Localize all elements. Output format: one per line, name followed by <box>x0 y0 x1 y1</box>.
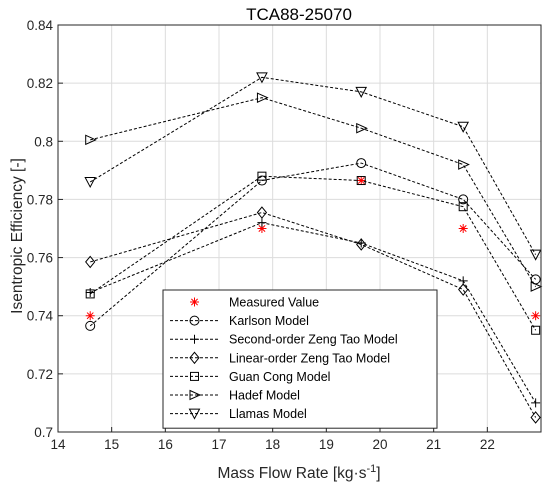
legend-marker <box>190 297 199 307</box>
legend-marker <box>189 389 202 401</box>
y-axis-label: Isentropic Efficiency [-] <box>9 158 26 314</box>
linear-order-zeng-tao-model-point <box>256 206 268 219</box>
x-tick-label: 19 <box>319 437 334 452</box>
second-order-zeng-tao-model-point <box>85 287 95 297</box>
y-tick-label: 0.8 <box>34 134 53 149</box>
series-markers <box>84 72 543 424</box>
karlson-model-line <box>89 162 537 327</box>
llamas-model-point <box>457 121 470 133</box>
guan-cong-model-point <box>257 171 267 181</box>
legend-marker <box>189 351 200 365</box>
y-tick-label: 0.76 <box>27 251 53 266</box>
x-tick-label: 22 <box>480 437 495 452</box>
hadef-model-point <box>530 281 543 292</box>
legend: Measured Value Karlson Model Second-order … <box>162 289 438 429</box>
plot-frame <box>57 24 542 433</box>
x-tick-label: 15 <box>104 437 119 452</box>
y-axis-ticks: 0.7 0.72 0.74 0.76 0.78 0.8 0.82 0.84 <box>27 18 63 440</box>
legend-box <box>162 289 438 429</box>
y-tick-label: 0.74 <box>27 309 54 324</box>
guan-cong-model-point <box>85 289 95 299</box>
karlson-model-point <box>458 194 469 205</box>
llamas-model-line <box>89 76 537 255</box>
karlson-model-point <box>356 158 367 169</box>
x-axis-label: Mass Flow Rate [kg·s-1] <box>217 463 380 482</box>
guan-cong-model-point <box>356 176 366 186</box>
karlson-model-point <box>85 320 96 331</box>
x-tick-label: 20 <box>372 437 387 452</box>
linear-order-zeng-tao-model-point <box>530 411 541 424</box>
linear-order-zeng-tao-model-point <box>458 283 469 296</box>
y-tick-label: 0.82 <box>27 76 53 91</box>
y-tick-label: 0.78 <box>27 192 53 207</box>
legend-entry-label: Hadef Model <box>229 389 300 403</box>
hadef-model-point <box>458 159 470 170</box>
y-tick-label: 0.7 <box>34 425 53 440</box>
guan-cong-model-point <box>531 325 541 335</box>
legend-entry-label: Guan Cong Model <box>229 370 330 384</box>
measured-value-point <box>531 311 541 321</box>
legend-marker <box>190 334 199 344</box>
hadef-model-point <box>256 92 269 103</box>
x-tick-label: 18 <box>265 437 280 452</box>
x-tick-label: 16 <box>158 437 173 452</box>
legend-entry-label: Karlson Model <box>229 314 309 328</box>
hadef-model-line <box>90 97 537 287</box>
second-order-zeng-tao-model-point <box>531 398 541 408</box>
legend-entry-label: Measured Value <box>229 296 319 310</box>
x-tick-label: 21 <box>426 437 441 452</box>
hadef-model-point <box>356 122 368 134</box>
measured-value-point <box>356 176 366 186</box>
y-tick-label: 0.84 <box>27 18 54 33</box>
legend-marker <box>190 371 199 381</box>
llamas-model-point <box>84 176 97 189</box>
guan-cong-model-point <box>458 202 468 212</box>
linear-order-zeng-tao-model-point <box>356 238 367 251</box>
measured-value-point <box>85 311 95 321</box>
hadef-model-point <box>85 134 97 146</box>
legend-marker <box>188 408 201 420</box>
llamas-model-point <box>355 86 368 98</box>
legend-marker <box>189 315 200 326</box>
measured-value-point <box>458 224 468 233</box>
y-tick-label: 0.72 <box>27 367 53 382</box>
x-tick-label: 17 <box>211 437 226 452</box>
x-tick-label: 14 <box>50 437 66 452</box>
legend-entry-label: Llamas Model <box>229 407 307 421</box>
second-order-zeng-tao-model-point <box>257 218 267 228</box>
x-axis-ticks: 14 15 16 17 18 19 20 21 22 <box>50 427 495 452</box>
linear-order-zeng-tao-model-point <box>85 255 96 269</box>
measured-value-point <box>257 224 267 233</box>
legend-entry-label: Second-order Zeng Tao Model <box>229 333 398 347</box>
llamas-model-point <box>529 249 542 261</box>
llamas-model-point <box>256 72 268 84</box>
legend-entry-label: Linear-order Zeng Tao Model <box>229 351 390 365</box>
chart-title: TCA88-25070 <box>246 5 352 24</box>
